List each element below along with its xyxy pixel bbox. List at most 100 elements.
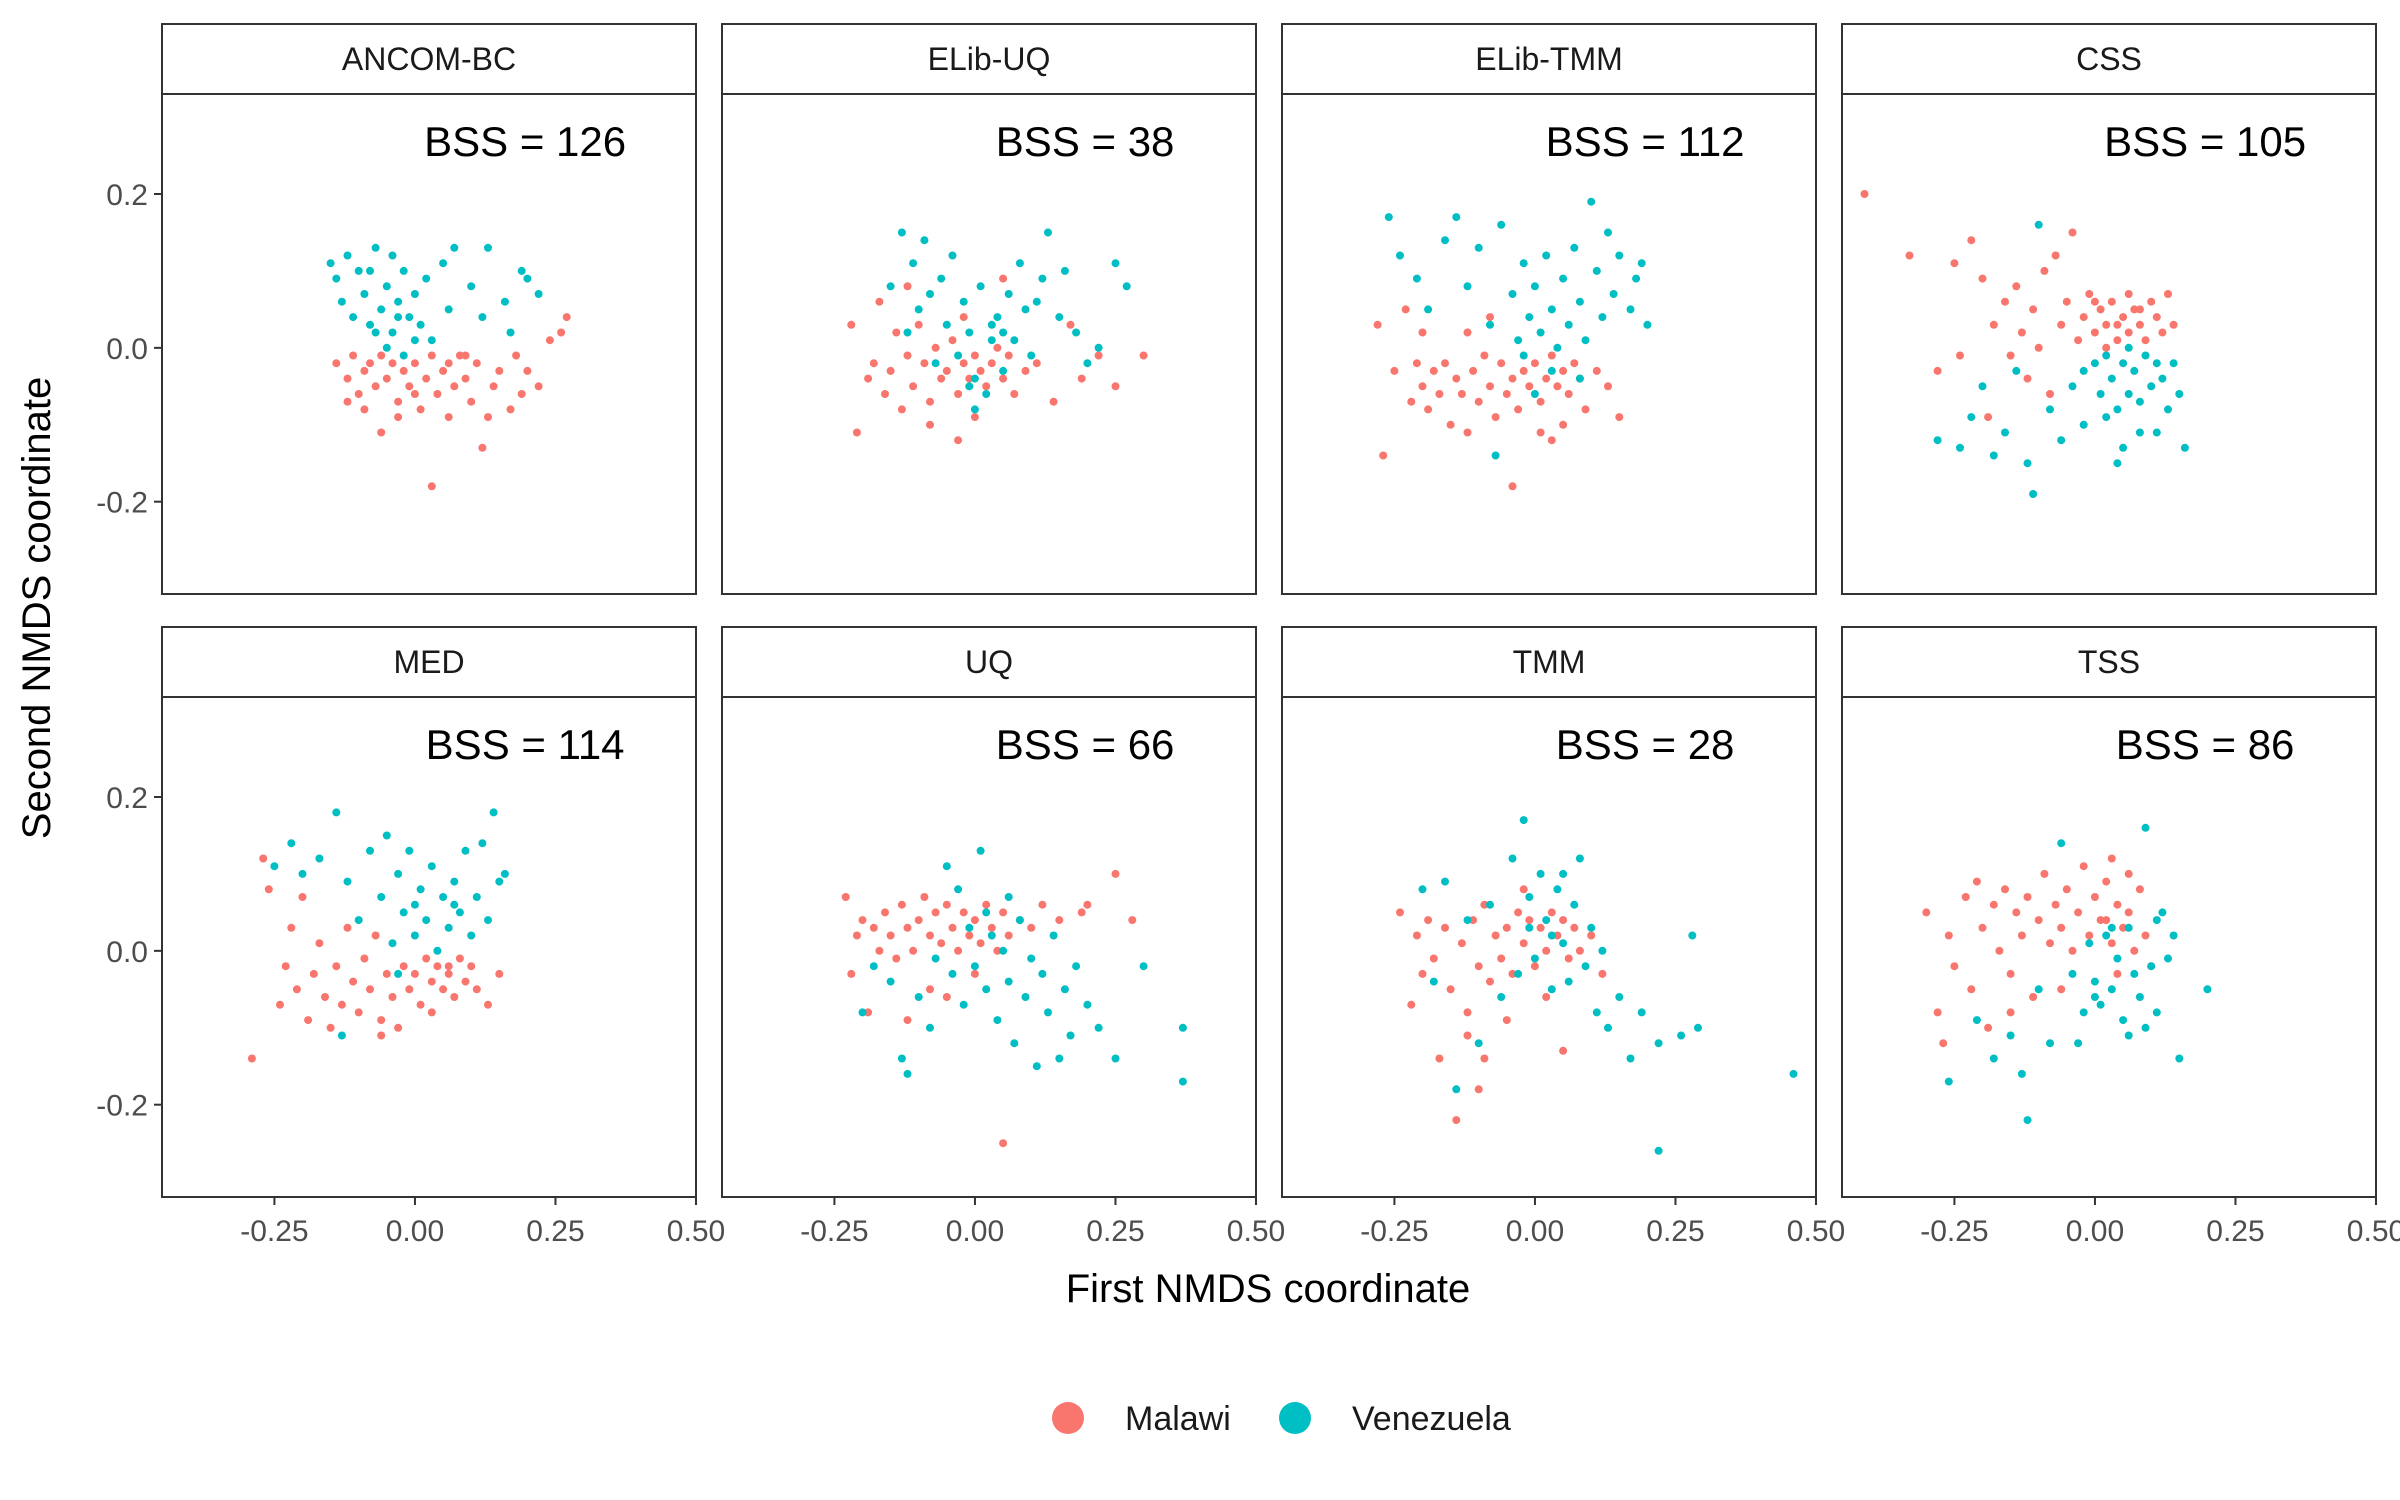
point-venezuela bbox=[450, 877, 459, 886]
point-venezuela bbox=[1575, 374, 1584, 383]
point-malawi bbox=[2017, 328, 2026, 337]
bss-annotation: BSS = 28 bbox=[1556, 721, 1735, 768]
point-venezuela bbox=[2180, 443, 2189, 452]
point-venezuela bbox=[377, 893, 386, 901]
point-malawi bbox=[506, 405, 515, 414]
point-venezuela bbox=[478, 839, 487, 848]
point-venezuela bbox=[1072, 328, 1081, 337]
point-malawi bbox=[1435, 390, 1444, 398]
point-malawi bbox=[2068, 946, 2077, 955]
point-malawi bbox=[1457, 390, 1466, 398]
panel-css: CSS BSS = 105 bbox=[1841, 23, 2377, 595]
point-venezuela bbox=[1139, 962, 1148, 971]
point-venezuela bbox=[858, 1008, 867, 1017]
point-malawi bbox=[926, 397, 934, 406]
point-malawi bbox=[455, 954, 464, 963]
point-malawi bbox=[1502, 923, 1511, 932]
point-malawi bbox=[366, 359, 374, 368]
point-venezuela bbox=[332, 274, 341, 283]
point-malawi bbox=[858, 916, 867, 925]
point-venezuela bbox=[2090, 993, 2099, 1001]
point-malawi bbox=[869, 923, 878, 932]
point-venezuela bbox=[1615, 251, 1624, 260]
point-malawi bbox=[2158, 328, 2167, 337]
x-tick-label: 0.25 bbox=[2206, 1215, 2264, 1248]
point-venezuela bbox=[1111, 1054, 1120, 1063]
point-venezuela bbox=[2057, 436, 2066, 445]
point-venezuela bbox=[388, 939, 397, 948]
point-malawi bbox=[1452, 374, 1461, 383]
x-tick-label: 0.25 bbox=[1646, 1215, 1704, 1248]
point-malawi bbox=[1027, 923, 1036, 932]
point-malawi bbox=[965, 931, 974, 940]
point-malawi bbox=[2085, 931, 2094, 940]
point-malawi bbox=[467, 397, 476, 406]
point-venezuela bbox=[1072, 962, 1081, 971]
point-malawi bbox=[1519, 939, 1528, 948]
point-malawi bbox=[1547, 436, 1556, 445]
x-axis-label: First NMDS coordinate bbox=[1066, 1267, 1471, 1311]
point-venezuela bbox=[2046, 405, 2054, 414]
point-malawi bbox=[886, 366, 895, 375]
point-venezuela bbox=[2017, 1069, 2026, 1078]
point-malawi bbox=[926, 420, 934, 429]
point-venezuela bbox=[948, 251, 957, 260]
point-venezuela bbox=[1559, 869, 1568, 878]
legend-item-venezuela: Venezuela bbox=[1279, 1400, 1511, 1438]
point-malawi bbox=[931, 908, 940, 917]
point-malawi bbox=[2034, 343, 2043, 352]
point-malawi bbox=[920, 359, 929, 368]
point-malawi bbox=[2034, 916, 2043, 925]
point-venezuela bbox=[959, 297, 968, 306]
point-malawi bbox=[993, 343, 1002, 352]
point-malawi bbox=[427, 351, 436, 360]
point-malawi bbox=[1542, 946, 1551, 955]
point-venezuela bbox=[1598, 946, 1607, 955]
point-venezuela bbox=[450, 243, 459, 252]
point-malawi bbox=[2169, 320, 2178, 329]
point-venezuela bbox=[931, 954, 940, 963]
point-venezuela bbox=[410, 900, 419, 909]
point-venezuela bbox=[903, 1069, 912, 1078]
point-venezuela bbox=[1055, 313, 1064, 322]
point-venezuela bbox=[1497, 993, 1506, 1001]
point-venezuela bbox=[1094, 1023, 1103, 1032]
point-malawi bbox=[450, 382, 459, 391]
point-venezuela bbox=[1021, 305, 1030, 314]
panel-title: MED bbox=[393, 644, 464, 680]
point-malawi bbox=[1077, 908, 1086, 917]
panel-border bbox=[161, 696, 697, 1198]
point-venezuela bbox=[2147, 382, 2156, 391]
point-malawi bbox=[321, 993, 329, 1001]
point-malawi bbox=[864, 1008, 873, 1017]
point-venezuela bbox=[1525, 313, 1534, 322]
legend-item-malawi: Malawi bbox=[1052, 1400, 1231, 1438]
point-malawi bbox=[954, 946, 963, 955]
point-venezuela bbox=[914, 993, 923, 1001]
point-malawi bbox=[852, 931, 861, 940]
point-venezuela bbox=[399, 908, 408, 917]
point-malawi bbox=[2141, 931, 2150, 940]
point-venezuela bbox=[1677, 1031, 1686, 1040]
point-venezuela bbox=[2169, 931, 2178, 940]
point-malawi bbox=[366, 985, 374, 994]
point-malawi bbox=[1581, 405, 1590, 414]
point-venezuela bbox=[1604, 1023, 1612, 1032]
point-venezuela bbox=[2079, 366, 2088, 375]
point-malawi bbox=[1984, 413, 1993, 422]
point-malawi bbox=[909, 946, 918, 955]
point-malawi bbox=[2023, 893, 2032, 901]
point-venezuela bbox=[1015, 916, 1024, 925]
point-venezuela bbox=[326, 259, 335, 268]
point-malawi bbox=[259, 854, 268, 863]
point-venezuela bbox=[371, 243, 380, 252]
point-malawi bbox=[1519, 885, 1528, 894]
point-malawi bbox=[1094, 351, 1103, 360]
point-venezuela bbox=[2102, 931, 2111, 940]
point-venezuela bbox=[1547, 305, 1556, 314]
point-malawi bbox=[970, 916, 979, 925]
point-malawi bbox=[410, 390, 419, 398]
point-malawi bbox=[1480, 1054, 1489, 1063]
point-venezuela bbox=[982, 390, 991, 398]
point-malawi bbox=[1559, 420, 1568, 429]
